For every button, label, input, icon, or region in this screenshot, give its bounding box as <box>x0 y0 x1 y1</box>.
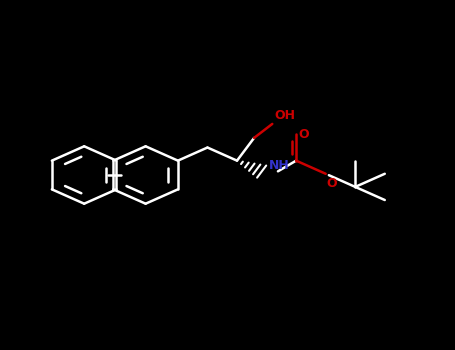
Text: NH: NH <box>269 159 289 172</box>
Text: O: O <box>298 128 309 141</box>
Text: OH: OH <box>274 109 296 122</box>
Text: O: O <box>327 176 337 190</box>
